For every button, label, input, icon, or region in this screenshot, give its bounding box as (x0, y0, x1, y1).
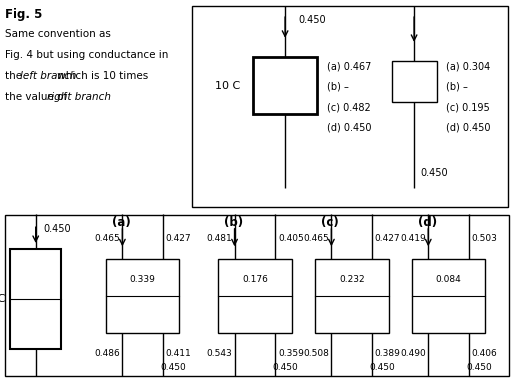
Text: 0.486: 0.486 (94, 349, 120, 358)
Text: (c) 0.482: (c) 0.482 (327, 102, 371, 112)
Text: 10 C: 10 C (215, 81, 240, 91)
Text: 0.176: 0.176 (242, 275, 268, 284)
Text: (d) 0.450: (d) 0.450 (446, 123, 491, 133)
Text: 0.503: 0.503 (472, 234, 497, 242)
Text: 0.450: 0.450 (421, 168, 448, 178)
Text: the: the (5, 71, 25, 81)
Text: 0.406: 0.406 (472, 349, 497, 358)
Text: 0.359: 0.359 (278, 349, 304, 358)
Bar (315, 259, 389, 332)
Text: the value of: the value of (5, 92, 71, 102)
Text: 0.508: 0.508 (303, 349, 329, 358)
Text: 0.411: 0.411 (166, 349, 191, 358)
Text: (a) 0.304: (a) 0.304 (446, 61, 491, 71)
Text: 0.427: 0.427 (375, 234, 400, 242)
Text: 0.339: 0.339 (130, 275, 156, 284)
Text: (d) 0.450: (d) 0.450 (327, 123, 372, 133)
Bar (106, 259, 180, 332)
Text: Fig. 5: Fig. 5 (5, 8, 42, 21)
Text: (c): (c) (321, 216, 339, 229)
Text: 0.450: 0.450 (160, 362, 186, 372)
Bar (253, 57, 317, 115)
Text: 0.232: 0.232 (339, 275, 365, 284)
Text: (d): (d) (418, 216, 437, 229)
Text: (a) 0.467: (a) 0.467 (327, 61, 372, 71)
Text: Fig. 4 but using conductance in: Fig. 4 but using conductance in (5, 50, 169, 60)
Bar (412, 259, 486, 332)
Text: 0.405: 0.405 (278, 234, 303, 242)
Text: which is 10 times: which is 10 times (54, 71, 148, 81)
Text: 0.450: 0.450 (298, 15, 326, 25)
Text: 0.419: 0.419 (400, 234, 426, 242)
Text: 0.543: 0.543 (206, 349, 232, 358)
Text: 0.490: 0.490 (400, 349, 426, 358)
Text: 0.450: 0.450 (466, 362, 492, 372)
Text: (b): (b) (224, 216, 244, 229)
Text: 0.465: 0.465 (303, 234, 329, 242)
Text: Same convention as: Same convention as (5, 29, 111, 39)
Text: 2 C: 2 C (0, 294, 5, 304)
Text: 0.427: 0.427 (166, 234, 191, 242)
Text: 0.084: 0.084 (436, 275, 461, 284)
Text: (b) –: (b) – (327, 82, 349, 92)
Bar (218, 259, 292, 332)
Text: left branch: left branch (20, 71, 76, 81)
Text: right branch: right branch (47, 92, 111, 102)
Bar (10, 249, 61, 349)
Text: 0.450: 0.450 (369, 362, 395, 372)
Bar (392, 61, 437, 102)
Text: 0.450: 0.450 (273, 362, 299, 372)
Text: 0.465: 0.465 (94, 234, 120, 242)
Text: 0.389: 0.389 (375, 349, 400, 358)
Text: 0.450: 0.450 (43, 224, 71, 234)
Text: (a): (a) (112, 216, 131, 229)
Text: 0.481: 0.481 (206, 234, 232, 242)
Text: (c) 0.195: (c) 0.195 (446, 102, 490, 112)
Text: (b) –: (b) – (446, 82, 468, 92)
